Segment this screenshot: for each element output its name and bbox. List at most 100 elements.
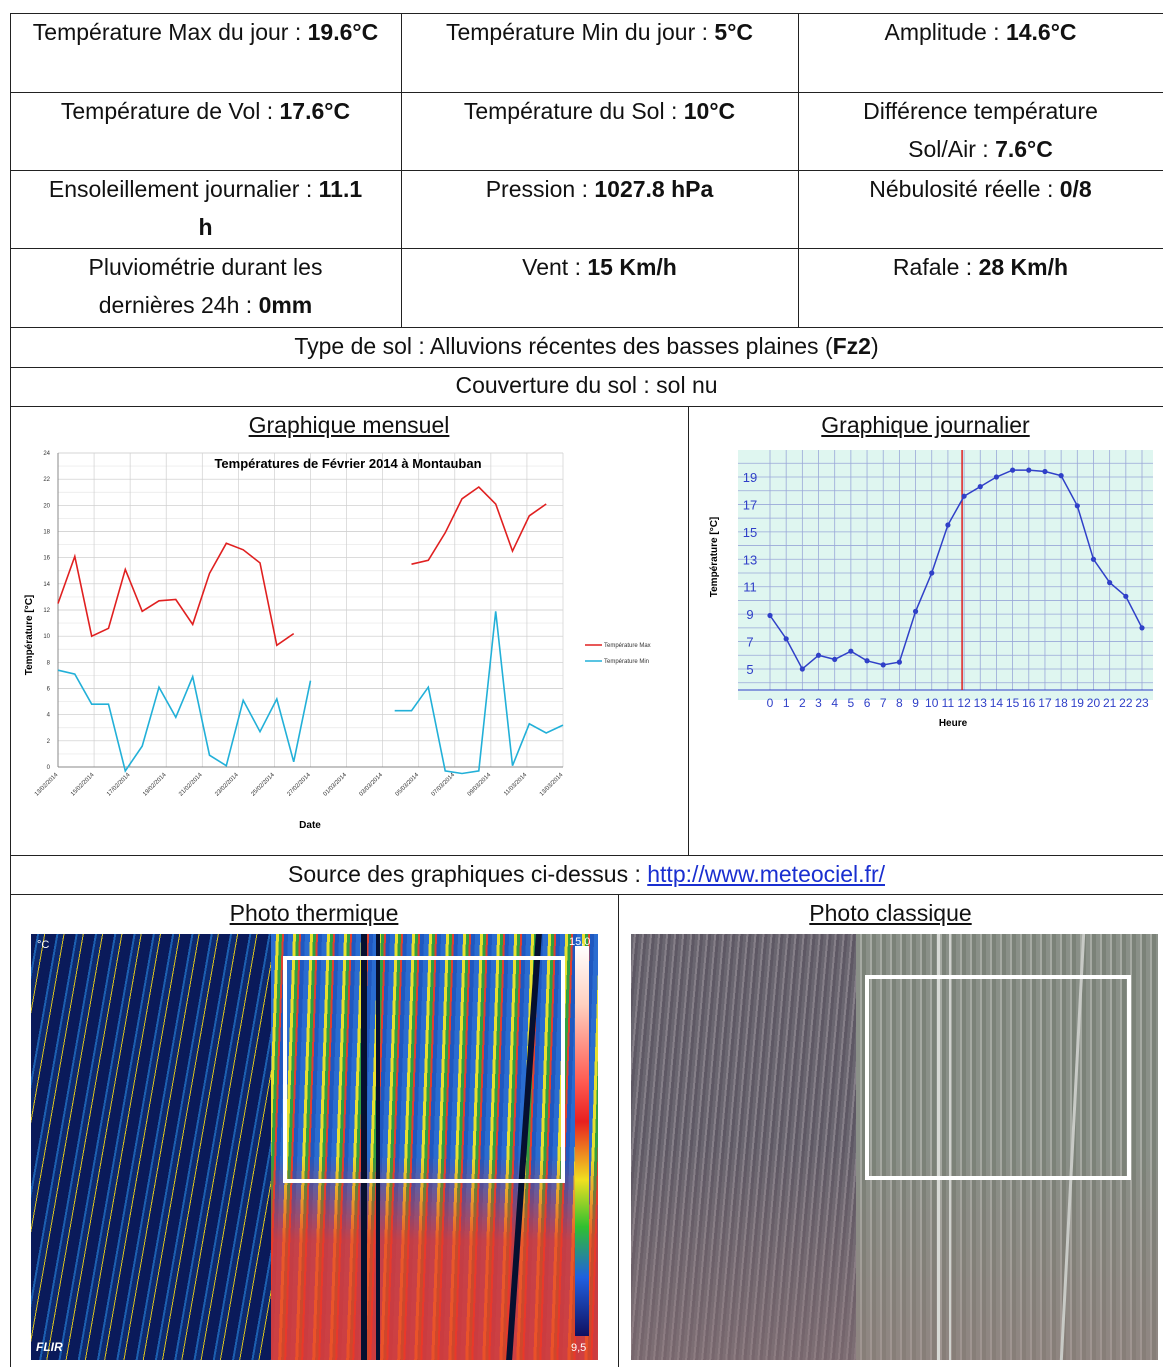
monthly-ytick-label: 20 xyxy=(43,503,50,509)
sunshine-cell: Ensoleillement journalier : 11.1 h xyxy=(10,170,401,246)
monthly-max-line xyxy=(411,485,547,565)
daily-ytick-label: 19 xyxy=(743,470,757,485)
thermal-color-scale xyxy=(575,946,589,1336)
soil-cover-label: Couverture du sol : sol nu xyxy=(455,372,718,398)
daily-xtick-label: 8 xyxy=(896,696,903,710)
daily-point xyxy=(977,484,983,490)
classic-photo-heading: Photo classique xyxy=(809,900,972,926)
daily-point xyxy=(767,612,773,619)
monthly-chart-legend: Température Max Température Min xyxy=(585,643,651,665)
source-link[interactable]: http://www.meteociel.fr/ xyxy=(647,861,885,887)
min-temp-value: 5°C xyxy=(714,19,754,45)
daily-point xyxy=(1058,473,1064,479)
amplitude-value: 14.6°C xyxy=(1005,19,1077,45)
soil-temp-label: Température du Sol : xyxy=(463,98,684,124)
rainfall-value: 0mm xyxy=(258,292,313,318)
thermal-hot-overlay xyxy=(271,934,598,1360)
daily-ytick-label: 9 xyxy=(746,607,753,622)
monthly-xtick-label: 21/02/2014 xyxy=(178,772,204,798)
soil-air-diff-label: Différence température Sol/Air : xyxy=(863,98,1098,162)
monthly-xtick-label: 13/02/2014 xyxy=(34,772,60,798)
soil-type-label: Type de sol : Alluvions récentes des bas… xyxy=(294,333,825,359)
daily-point xyxy=(993,474,1000,480)
daily-xtick-label: 5 xyxy=(848,696,855,710)
thermal-scale-max: 15,0 xyxy=(569,936,591,948)
daily-chart-ylabel: Température [°C] xyxy=(709,517,720,598)
daily-xtick-label: 11 xyxy=(942,696,955,710)
row-divider xyxy=(10,248,1163,249)
min-temp-label: Température Min du jour : xyxy=(445,19,715,45)
max-temp-label: Température Max du jour : xyxy=(32,19,308,45)
max-temp-cell: Température Max du jour : 19.6°C xyxy=(10,13,401,51)
gust-label: Rafale : xyxy=(892,254,979,280)
monthly-ytick-label: 2 xyxy=(47,739,51,745)
monthly-xtick-label: 03/03/2014 xyxy=(359,772,385,798)
daily-chart-xlabel: Heure xyxy=(939,718,968,729)
row-divider xyxy=(10,92,1163,93)
daily-point xyxy=(799,666,805,672)
daily-point xyxy=(929,570,935,576)
soil-temp-value: 10°C xyxy=(683,98,736,124)
monthly-max-line xyxy=(57,542,295,647)
rainfall-label: Pluviométrie durant les dernières 24h : xyxy=(88,254,323,318)
col-divider xyxy=(688,406,689,855)
monthly-ytick-label: 16 xyxy=(43,556,50,562)
monthly-chart-xlabel: Date xyxy=(299,820,321,831)
daily-ytick-label: 17 xyxy=(743,497,757,512)
daily-point xyxy=(1042,468,1048,475)
daily-point xyxy=(1010,467,1016,473)
thermal-track-line xyxy=(376,934,380,1360)
soil-type-paren-open: ( xyxy=(824,333,833,359)
flight-temp-cell: Température de Vol : 17.6°C xyxy=(10,92,401,130)
daily-xtick-label: 21 xyxy=(1103,696,1117,710)
daily-point xyxy=(864,658,870,664)
pressure-value: 1027.8 hPa xyxy=(594,176,714,202)
monthly-xtick-label: 07/03/2014 xyxy=(431,772,457,798)
col-divider xyxy=(798,13,799,327)
amplitude-label: Amplitude : xyxy=(884,19,1006,45)
daily-point xyxy=(1074,503,1080,509)
daily-xtick-label: 7 xyxy=(880,696,887,710)
daily-xtick-label: 20 xyxy=(1087,696,1101,710)
cloud-cover-value: 0/8 xyxy=(1059,176,1092,202)
col-divider xyxy=(401,13,402,327)
pressure-label: Pression : xyxy=(485,176,595,202)
soil-air-diff-value: 7.6°C xyxy=(995,136,1053,162)
daily-chart-plot-bg xyxy=(738,450,1153,700)
daily-point xyxy=(815,652,822,658)
soil-type-paren-close: ) xyxy=(870,333,879,359)
table-border-left xyxy=(10,13,11,1367)
thermal-scale-min: 9,5 xyxy=(571,1342,587,1354)
table-border-top xyxy=(10,13,1163,14)
flight-temp-label: Température de Vol : xyxy=(60,98,280,124)
cloud-cover-label: Nébulosité réelle : xyxy=(869,176,1060,202)
monthly-xtick-label: 01/03/2014 xyxy=(323,772,349,798)
monthly-ytick-label: 14 xyxy=(43,582,50,588)
monthly-xtick-label: 19/02/2014 xyxy=(142,772,168,798)
daily-xtick-label: 17 xyxy=(1038,696,1052,710)
daily-point xyxy=(961,493,967,499)
monthly-xtick-label: 23/02/2014 xyxy=(214,772,240,798)
daily-chart-heading: Graphique journalier xyxy=(821,412,1030,438)
wind-label: Vent : xyxy=(522,254,588,280)
soil-temp-cell: Température du Sol : 10°C xyxy=(401,92,798,130)
source-label: Source des graphiques ci-dessus : xyxy=(287,861,648,887)
daily-xtick-label: 0 xyxy=(767,696,774,710)
monthly-xtick-label: 05/03/2014 xyxy=(395,772,421,798)
monthly-xtick-label: 27/02/2014 xyxy=(286,772,312,798)
daily-point xyxy=(912,608,919,614)
thermal-photo-heading: Photo thermique xyxy=(229,900,399,926)
legend-max-label: Température Max xyxy=(604,643,651,649)
monthly-xtick-label: 15/02/2014 xyxy=(70,772,96,798)
daily-point xyxy=(1107,580,1113,586)
sunshine-value: 11.1 h xyxy=(198,176,363,240)
daily-xtick-label: 12 xyxy=(957,696,971,710)
row-divider xyxy=(10,170,1163,171)
thermal-photo: °C 15,0 9,5 FLIR xyxy=(31,934,598,1360)
monthly-chart-heading: Graphique mensuel xyxy=(248,412,450,438)
pressure-cell: Pression : 1027.8 hPa xyxy=(401,170,798,208)
daily-xtick-label: 15 xyxy=(1006,696,1020,710)
row-divider xyxy=(10,406,1163,407)
flight-temp-value: 17.6°C xyxy=(279,98,351,124)
